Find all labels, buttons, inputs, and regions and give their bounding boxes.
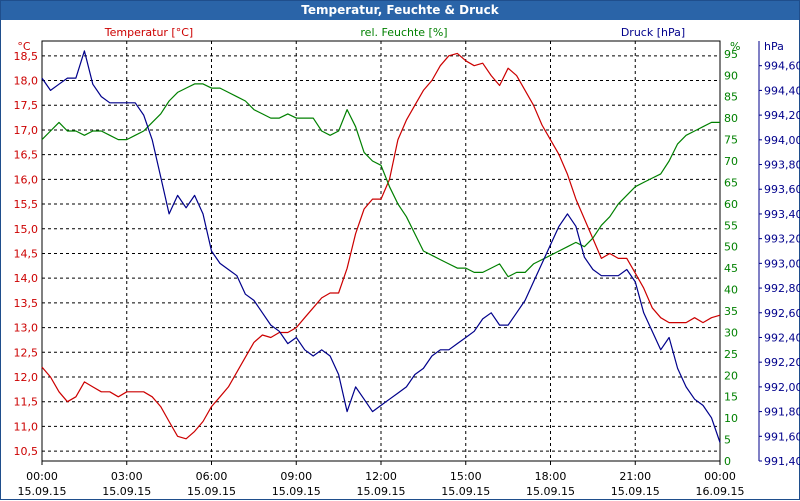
x-tick-date: 15.09.15: [187, 485, 236, 498]
temperature-tick-label: 13,0: [14, 322, 39, 335]
pressure-axis-title: Druck [hPa]: [621, 26, 685, 39]
humidity-tick-label: 35: [724, 305, 738, 318]
humidity-tick-label: 65: [724, 176, 738, 189]
pressure-tick-label: 994,00: [764, 134, 800, 147]
temperature-tick-label: 10,5: [14, 445, 39, 458]
pressure-tick-label: 991,40: [764, 455, 800, 468]
humidity-tick-label: 5: [724, 434, 731, 447]
humidity-unit-label: %: [730, 40, 740, 53]
temperature-tick-label: 18,5: [14, 50, 39, 63]
temperature-axis-title: Temperatur [°C]: [104, 26, 193, 39]
x-tick-date: 15.09.15: [102, 485, 151, 498]
temperature-tick-label: 11,5: [14, 396, 39, 409]
pressure-tick-label: 991,80: [764, 406, 800, 419]
humidity-tick-label: 75: [724, 134, 738, 147]
humidity-tick-label: 90: [724, 69, 738, 82]
humidity-tick-label: 55: [724, 219, 738, 232]
humidity-tick-label: 0: [724, 455, 731, 468]
x-tick-time: 06:00: [196, 470, 228, 483]
pressure-series-line: [41, 50, 721, 443]
x-tick-date: 15.09.15: [526, 485, 575, 498]
pressure-tick-label: 992,20: [764, 356, 800, 369]
humidity-series-line: [41, 83, 720, 278]
humidity-axis-title: rel. Feuchte [%]: [360, 26, 447, 39]
temperature-tick-label: 12,5: [14, 346, 39, 359]
temperature-tick-label: 17,0: [14, 124, 39, 137]
temperature-tick-label: 16,0: [14, 173, 39, 186]
humidity-tick-label: 15: [724, 391, 738, 404]
pressure-tick-label: 994,20: [764, 109, 800, 122]
x-tick-date: 16.09.15: [696, 485, 745, 498]
x-tick-date: 15.09.15: [18, 485, 67, 498]
pressure-unit-label: hPa: [764, 40, 784, 53]
humidity-tick-label: 45: [724, 262, 738, 275]
pressure-tick-label: 992,60: [764, 307, 800, 320]
humidity-tick-label: 40: [724, 284, 738, 297]
temperature-tick-label: 13,5: [14, 297, 39, 310]
pressure-tick-label: 993,00: [764, 257, 800, 270]
pressure-tick-label: 994,60: [764, 60, 800, 73]
x-tick-time: 15:00: [450, 470, 482, 483]
humidity-tick-label: 85: [724, 91, 738, 104]
pressure-tick-label: 993,80: [764, 159, 800, 172]
window-title: Temperatur, Feuchte & Druck: [1, 1, 799, 20]
temperature-tick-label: 11,0: [14, 420, 39, 433]
x-tick-date: 15.09.15: [272, 485, 321, 498]
x-tick-time: 09:00: [280, 470, 312, 483]
humidity-tick-label: 60: [724, 198, 738, 211]
pressure-tick-label: 992,00: [764, 381, 800, 394]
pressure-tick-label: 994,40: [764, 84, 800, 97]
pressure-tick-label: 992,80: [764, 282, 800, 295]
pressure-tick-label: 993,40: [764, 208, 800, 221]
humidity-tick-label: 25: [724, 348, 738, 361]
humidity-tick-label: 50: [724, 241, 738, 254]
humidity-tick-label: 20: [724, 369, 738, 382]
temperature-tick-label: 15,0: [14, 223, 39, 236]
humidity-tick-label: 10: [724, 412, 738, 425]
temperature-tick-label: 17,5: [14, 99, 39, 112]
x-tick-time: 18:00: [535, 470, 567, 483]
temperature-tick-label: 14,0: [14, 272, 39, 285]
pressure-tick-label: 993,20: [764, 233, 800, 246]
temperature-tick-label: 12,0: [14, 371, 39, 384]
x-tick-time: 12:00: [365, 470, 397, 483]
x-tick-date: 15.09.15: [357, 485, 406, 498]
x-tick-time: 00:00: [704, 470, 736, 483]
pressure-tick-label: 992,40: [764, 331, 800, 344]
humidity-tick-label: 95: [724, 48, 738, 61]
humidity-tick-label: 80: [724, 112, 738, 125]
x-tick-time: 00:00: [26, 470, 58, 483]
pressure-tick-label: 993,60: [764, 183, 800, 196]
temperature-tick-label: 15,5: [14, 198, 39, 211]
x-tick-date: 15.09.15: [441, 485, 490, 498]
temperature-series-line: [41, 52, 721, 440]
temperature-tick-label: 14,5: [14, 247, 39, 260]
temperature-tick-label: 18,0: [14, 75, 39, 88]
x-tick-time: 21:00: [619, 470, 651, 483]
humidity-tick-label: 30: [724, 326, 738, 339]
x-tick-time: 03:00: [111, 470, 143, 483]
temperature-unit-label: °C: [17, 40, 31, 53]
temperature-tick-label: 16,5: [14, 149, 39, 162]
humidity-tick-label: 70: [724, 155, 738, 168]
pressure-tick-label: 991,60: [764, 430, 800, 443]
x-tick-date: 15.09.15: [611, 485, 660, 498]
